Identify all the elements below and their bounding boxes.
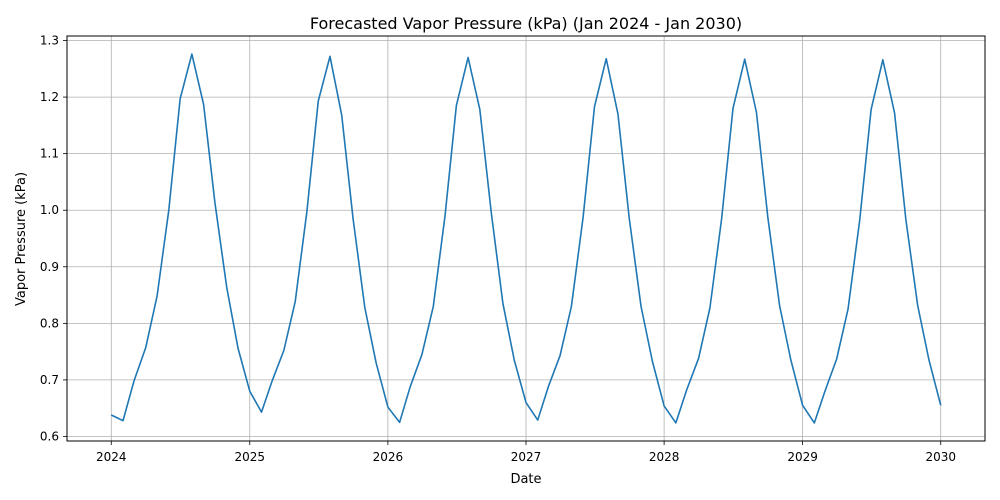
x-tick-label: 2029	[787, 450, 818, 464]
x-tick-label: 2027	[511, 450, 542, 464]
y-tick-label: 0.9	[40, 260, 59, 274]
y-tick-label: 1.2	[40, 90, 59, 104]
x-tick-label: 2024	[96, 450, 127, 464]
y-tick-label: 1.3	[40, 34, 59, 48]
y-tick-label: 0.7	[40, 373, 59, 387]
x-tick-label: 2026	[373, 450, 404, 464]
x-tick-label: 2028	[649, 450, 680, 464]
y-tick-label: 0.8	[40, 316, 59, 330]
y-tick-label: 1.1	[40, 147, 59, 161]
x-tick-label: 2025	[234, 450, 265, 464]
y-axis: 0.6 0.7 0.8 0.9 1.0 1.1 1.2 1.3	[40, 34, 67, 443]
chart-title: Forecasted Vapor Pressure (kPa) (Jan 202…	[310, 14, 742, 33]
series-layer	[110, 53, 942, 424]
x-tick-label: 2030	[925, 450, 956, 464]
y-tick-label: 1.0	[40, 203, 59, 217]
vapor-pressure-series-line	[110, 53, 942, 424]
x-axis-label: Date	[510, 472, 541, 487]
grid-lines	[67, 36, 985, 441]
y-axis-label: Vapor Pressure (kPa)	[14, 172, 29, 306]
x-axis: 2024 2025 2026 2027 2028 2029 2030	[96, 441, 956, 464]
y-tick-label: 0.6	[40, 429, 59, 443]
